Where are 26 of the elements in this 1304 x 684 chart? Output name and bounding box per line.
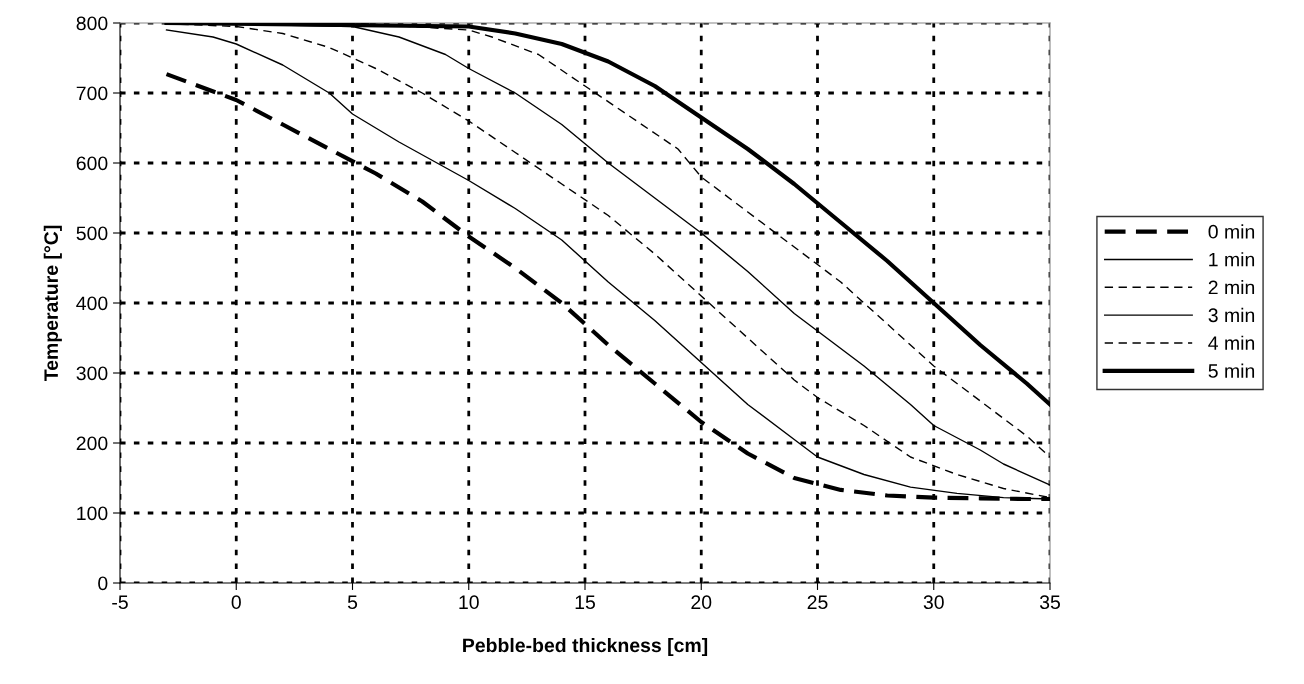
y-tick-label: 200 <box>76 436 108 451</box>
x-tick-label: 10 <box>459 595 479 610</box>
y-tick-label: 0 <box>98 576 108 591</box>
y-axis-title: Temperature [°C] <box>43 225 62 382</box>
x-tick-label: 20 <box>691 595 712 610</box>
legend-label: 4 min <box>1208 335 1255 350</box>
legend-label: 0 min <box>1208 224 1255 239</box>
x-tick-label: 35 <box>1039 595 1060 610</box>
legend-label: 3 min <box>1208 307 1255 323</box>
x-tick-label: -5 <box>112 595 128 610</box>
x-tick-label: 15 <box>575 595 595 610</box>
y-tick-label: 600 <box>76 156 108 171</box>
legend-label: 1 min <box>1209 252 1255 267</box>
x-tick-label: 30 <box>923 595 944 610</box>
y-tick-label: 100 <box>77 506 108 521</box>
y-tick-label: 700 <box>76 86 108 101</box>
x-tick-label: 0 <box>231 595 241 610</box>
y-tick-label: 800 <box>76 16 108 31</box>
x-axis-title: Pebble-bed thickness [cm] <box>463 637 708 657</box>
legend-label: 5 min <box>1208 363 1255 378</box>
y-tick-label: 300 <box>76 366 108 381</box>
y-tick-label: 500 <box>76 226 108 241</box>
y-tick-label: 400 <box>76 296 108 311</box>
x-tick-label: 5 <box>347 595 358 610</box>
legend-label: 2 min <box>1208 280 1255 295</box>
x-tick-label: 25 <box>807 595 828 610</box>
